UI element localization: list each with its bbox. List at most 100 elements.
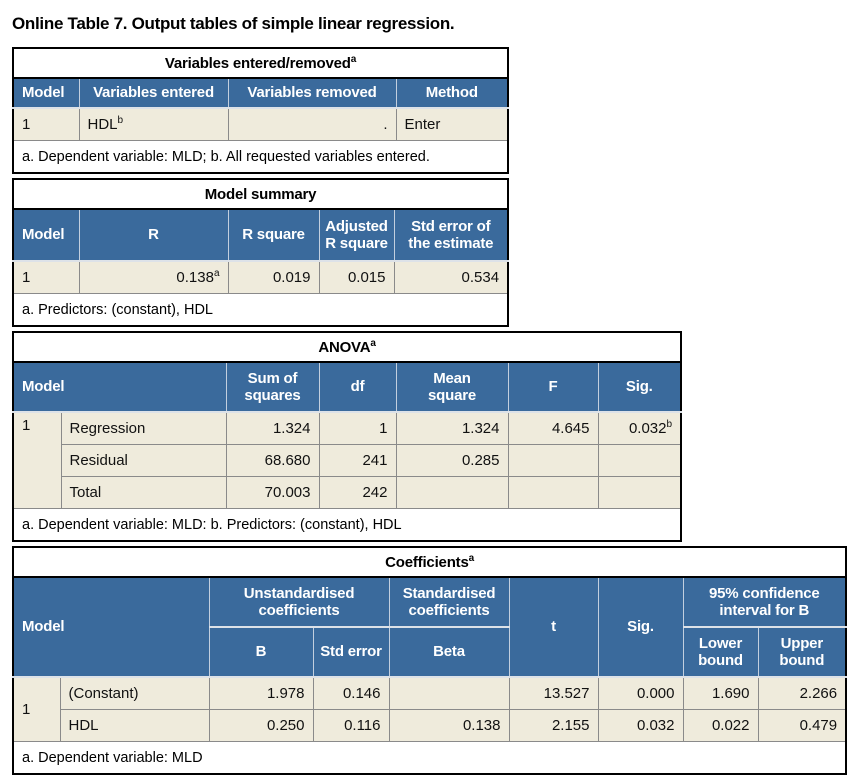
table-footnote: a. Dependent variable: MLD; b. All reque… bbox=[13, 140, 508, 173]
table-row: Coefficientsa bbox=[13, 547, 847, 578]
table-row: Residual 68.680 241 0.285 bbox=[13, 444, 682, 477]
table-footnote: a. Predictors: (constant), HDL bbox=[13, 293, 509, 326]
column-header-standardised: Standardised coefficients bbox=[388, 576, 510, 628]
data-cell-df: 242 bbox=[318, 476, 397, 509]
data-cell-adjusted-r-square: 0.015 bbox=[318, 260, 395, 294]
header-text: Sum of squares bbox=[244, 369, 301, 404]
data-cell-sig: 0.032b bbox=[597, 411, 682, 445]
table-footnote: a. Dependent variable: MLD bbox=[13, 741, 847, 774]
column-header-lower-bound: Lower bound bbox=[682, 626, 759, 678]
column-header-b: B bbox=[208, 626, 314, 678]
column-header-sig: Sig. bbox=[597, 576, 684, 678]
column-header-beta: Beta bbox=[388, 626, 510, 678]
table-title-text: ANOVA bbox=[318, 338, 371, 356]
column-header-method: Method bbox=[395, 77, 509, 109]
data-cell-label: Regression bbox=[60, 411, 227, 445]
header-text: Mean square bbox=[428, 369, 476, 404]
table-row: Total 70.003 242 bbox=[13, 476, 682, 509]
anova-table: ANOVAa Model Sum of squares df Mean squa… bbox=[12, 331, 683, 542]
data-cell-f bbox=[507, 444, 599, 477]
data-cell-b: 1.978 bbox=[208, 676, 314, 710]
footnote-row: a. Dependent variable: MLD bbox=[13, 741, 847, 774]
column-header-r: R bbox=[78, 208, 229, 262]
column-header-sum-of-squares: Sum of squares bbox=[225, 361, 320, 413]
header-text: Adjusted R square bbox=[325, 217, 388, 252]
table-title: Coefficientsa bbox=[13, 547, 847, 578]
header-text: Lower bound bbox=[698, 634, 743, 669]
table-row: 1 Regression 1.324 1 1.324 4.645 0.032b bbox=[12, 411, 682, 509]
data-cell-std-error: 0.116 bbox=[312, 709, 390, 742]
data-cell-t: 2.155 bbox=[508, 709, 599, 742]
header-text: 95% confidence interval for B bbox=[709, 584, 820, 619]
column-header-std-error-estimate: Std error of the estimate bbox=[393, 208, 509, 262]
column-header-model: Model bbox=[12, 77, 80, 109]
data-cell-r: 0.138a bbox=[78, 260, 229, 294]
variables-entered-removed-table: Variables entered/removeda Model Variabl… bbox=[12, 47, 509, 174]
column-header-std-error: Std error bbox=[312, 626, 390, 678]
column-header-t: t bbox=[508, 576, 599, 678]
cell-superscript: b bbox=[666, 419, 673, 430]
cell-text: 0.138 bbox=[176, 269, 214, 286]
data-cell-label: Total bbox=[60, 476, 227, 509]
table-title: ANOVAa bbox=[13, 332, 682, 363]
data-cell-lower-bound: 1.690 bbox=[682, 676, 759, 710]
data-cell-model: 1 bbox=[12, 676, 61, 742]
model-summary-table: Model summary Model R R square Adjusted … bbox=[12, 178, 510, 327]
column-header-sig: Sig. bbox=[597, 361, 682, 413]
table-row: HDL 0.250 0.116 0.138 2.155 0.032 0.022 … bbox=[13, 709, 847, 742]
column-header-f: F bbox=[507, 361, 599, 413]
data-cell-f: 4.645 bbox=[507, 411, 599, 445]
cell-superscript: b bbox=[117, 115, 124, 126]
column-header-df: df bbox=[318, 361, 397, 413]
page: Online Table 7. Output tables of simple … bbox=[12, 14, 857, 775]
column-header-model: Model bbox=[12, 361, 227, 413]
data-cell-beta: 0.138 bbox=[388, 709, 510, 742]
data-cell-sig bbox=[597, 476, 682, 509]
column-header-variables-removed: Variables removed bbox=[227, 77, 397, 109]
column-header-adjusted-r-square: Adjusted R square bbox=[318, 208, 395, 262]
data-cell-upper-bound: 2.266 bbox=[757, 676, 847, 710]
footnote-row: a. Predictors: (constant), HDL bbox=[13, 293, 509, 326]
data-cell-variables-removed: . bbox=[227, 107, 397, 141]
data-cell-lower-bound: 0.022 bbox=[682, 709, 759, 742]
header-row: Model Unstandardised coefficients Standa… bbox=[12, 576, 847, 678]
data-cell-model: 1 bbox=[12, 107, 80, 141]
data-cell-variables-entered: HDLb bbox=[78, 107, 229, 141]
header-text: Unstandardised coefficients bbox=[243, 584, 355, 619]
header-text: Upper bound bbox=[779, 634, 825, 669]
data-cell-label: Residual bbox=[60, 444, 227, 477]
data-cell-std-error-estimate: 0.534 bbox=[393, 260, 509, 294]
data-cell-mean-square bbox=[395, 476, 509, 509]
table-row: 1 (Constant) 1.978 0.146 13.527 0.000 1.… bbox=[12, 676, 847, 742]
table-title-superscript: a bbox=[370, 337, 376, 349]
footnote-row: a. Dependent variable: MLD; b. All reque… bbox=[13, 140, 508, 173]
header-row: Model Variables entered Variables remove… bbox=[12, 77, 509, 109]
coefficients-table: Coefficientsa Model Unstandardised coeff… bbox=[12, 546, 848, 775]
table-row: Model summary bbox=[13, 179, 509, 210]
data-cell-label: HDL bbox=[59, 709, 210, 742]
header-text: Std error of the estimate bbox=[408, 217, 494, 252]
table-row: Variables entered/removeda bbox=[13, 48, 508, 79]
data-cell-sig: 0.000 bbox=[597, 676, 684, 710]
data-cell-b: 0.250 bbox=[208, 709, 314, 742]
table-title-superscript: a bbox=[468, 552, 475, 564]
header-text: Standardised coefficients bbox=[402, 584, 496, 619]
table-title: Model summary bbox=[13, 179, 509, 210]
header-row: Model Sum of squares df Mean square F Si… bbox=[12, 361, 682, 413]
data-cell-r-square: 0.019 bbox=[227, 260, 320, 294]
table-title-text: Variables entered/removed bbox=[164, 54, 351, 72]
table-title-superscript: a bbox=[350, 53, 357, 65]
data-cell-method: Enter bbox=[395, 107, 509, 141]
page-title: Online Table 7. Output tables of simple … bbox=[12, 14, 455, 33]
data-cell-std-error: 0.146 bbox=[312, 676, 390, 710]
data-cell-mean-square: 1.324 bbox=[395, 411, 509, 445]
cell-text: 0.032 bbox=[628, 420, 667, 437]
column-header-mean-square: Mean square bbox=[395, 361, 509, 413]
data-cell-sig: 0.032 bbox=[597, 709, 684, 742]
footnote-row: a. Dependent variable: MLD: b. Predictor… bbox=[13, 508, 682, 541]
cell-superscript: a bbox=[213, 268, 220, 279]
table-row: 1 0.138a 0.019 0.015 0.534 bbox=[12, 260, 509, 294]
data-cell-model: 1 bbox=[12, 411, 62, 509]
data-cell-df: 1 bbox=[318, 411, 397, 445]
table-row: 1 HDLb . Enter bbox=[12, 107, 509, 141]
